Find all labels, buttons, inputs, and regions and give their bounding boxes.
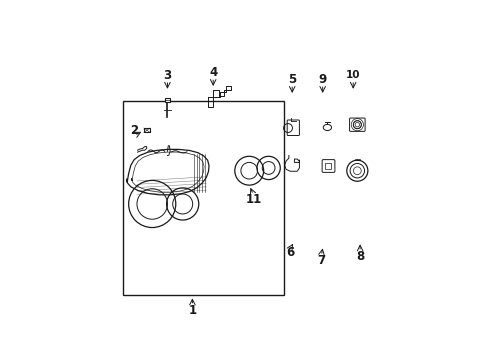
Text: 1: 1: [188, 304, 196, 317]
FancyBboxPatch shape: [349, 118, 365, 131]
FancyBboxPatch shape: [324, 163, 330, 169]
FancyBboxPatch shape: [164, 98, 170, 102]
Text: 5: 5: [287, 73, 296, 86]
Text: 2: 2: [130, 124, 138, 137]
Text: 11: 11: [245, 193, 261, 206]
Text: 6: 6: [286, 246, 294, 259]
Text: 8: 8: [355, 250, 364, 263]
Text: 4: 4: [209, 66, 217, 79]
FancyBboxPatch shape: [286, 120, 299, 135]
FancyBboxPatch shape: [143, 128, 150, 132]
Text: 7: 7: [317, 254, 325, 267]
FancyBboxPatch shape: [322, 159, 334, 172]
Text: 10: 10: [345, 70, 360, 80]
Bar: [123, 102, 284, 296]
Text: 9: 9: [318, 73, 326, 86]
Text: 3: 3: [163, 68, 171, 82]
